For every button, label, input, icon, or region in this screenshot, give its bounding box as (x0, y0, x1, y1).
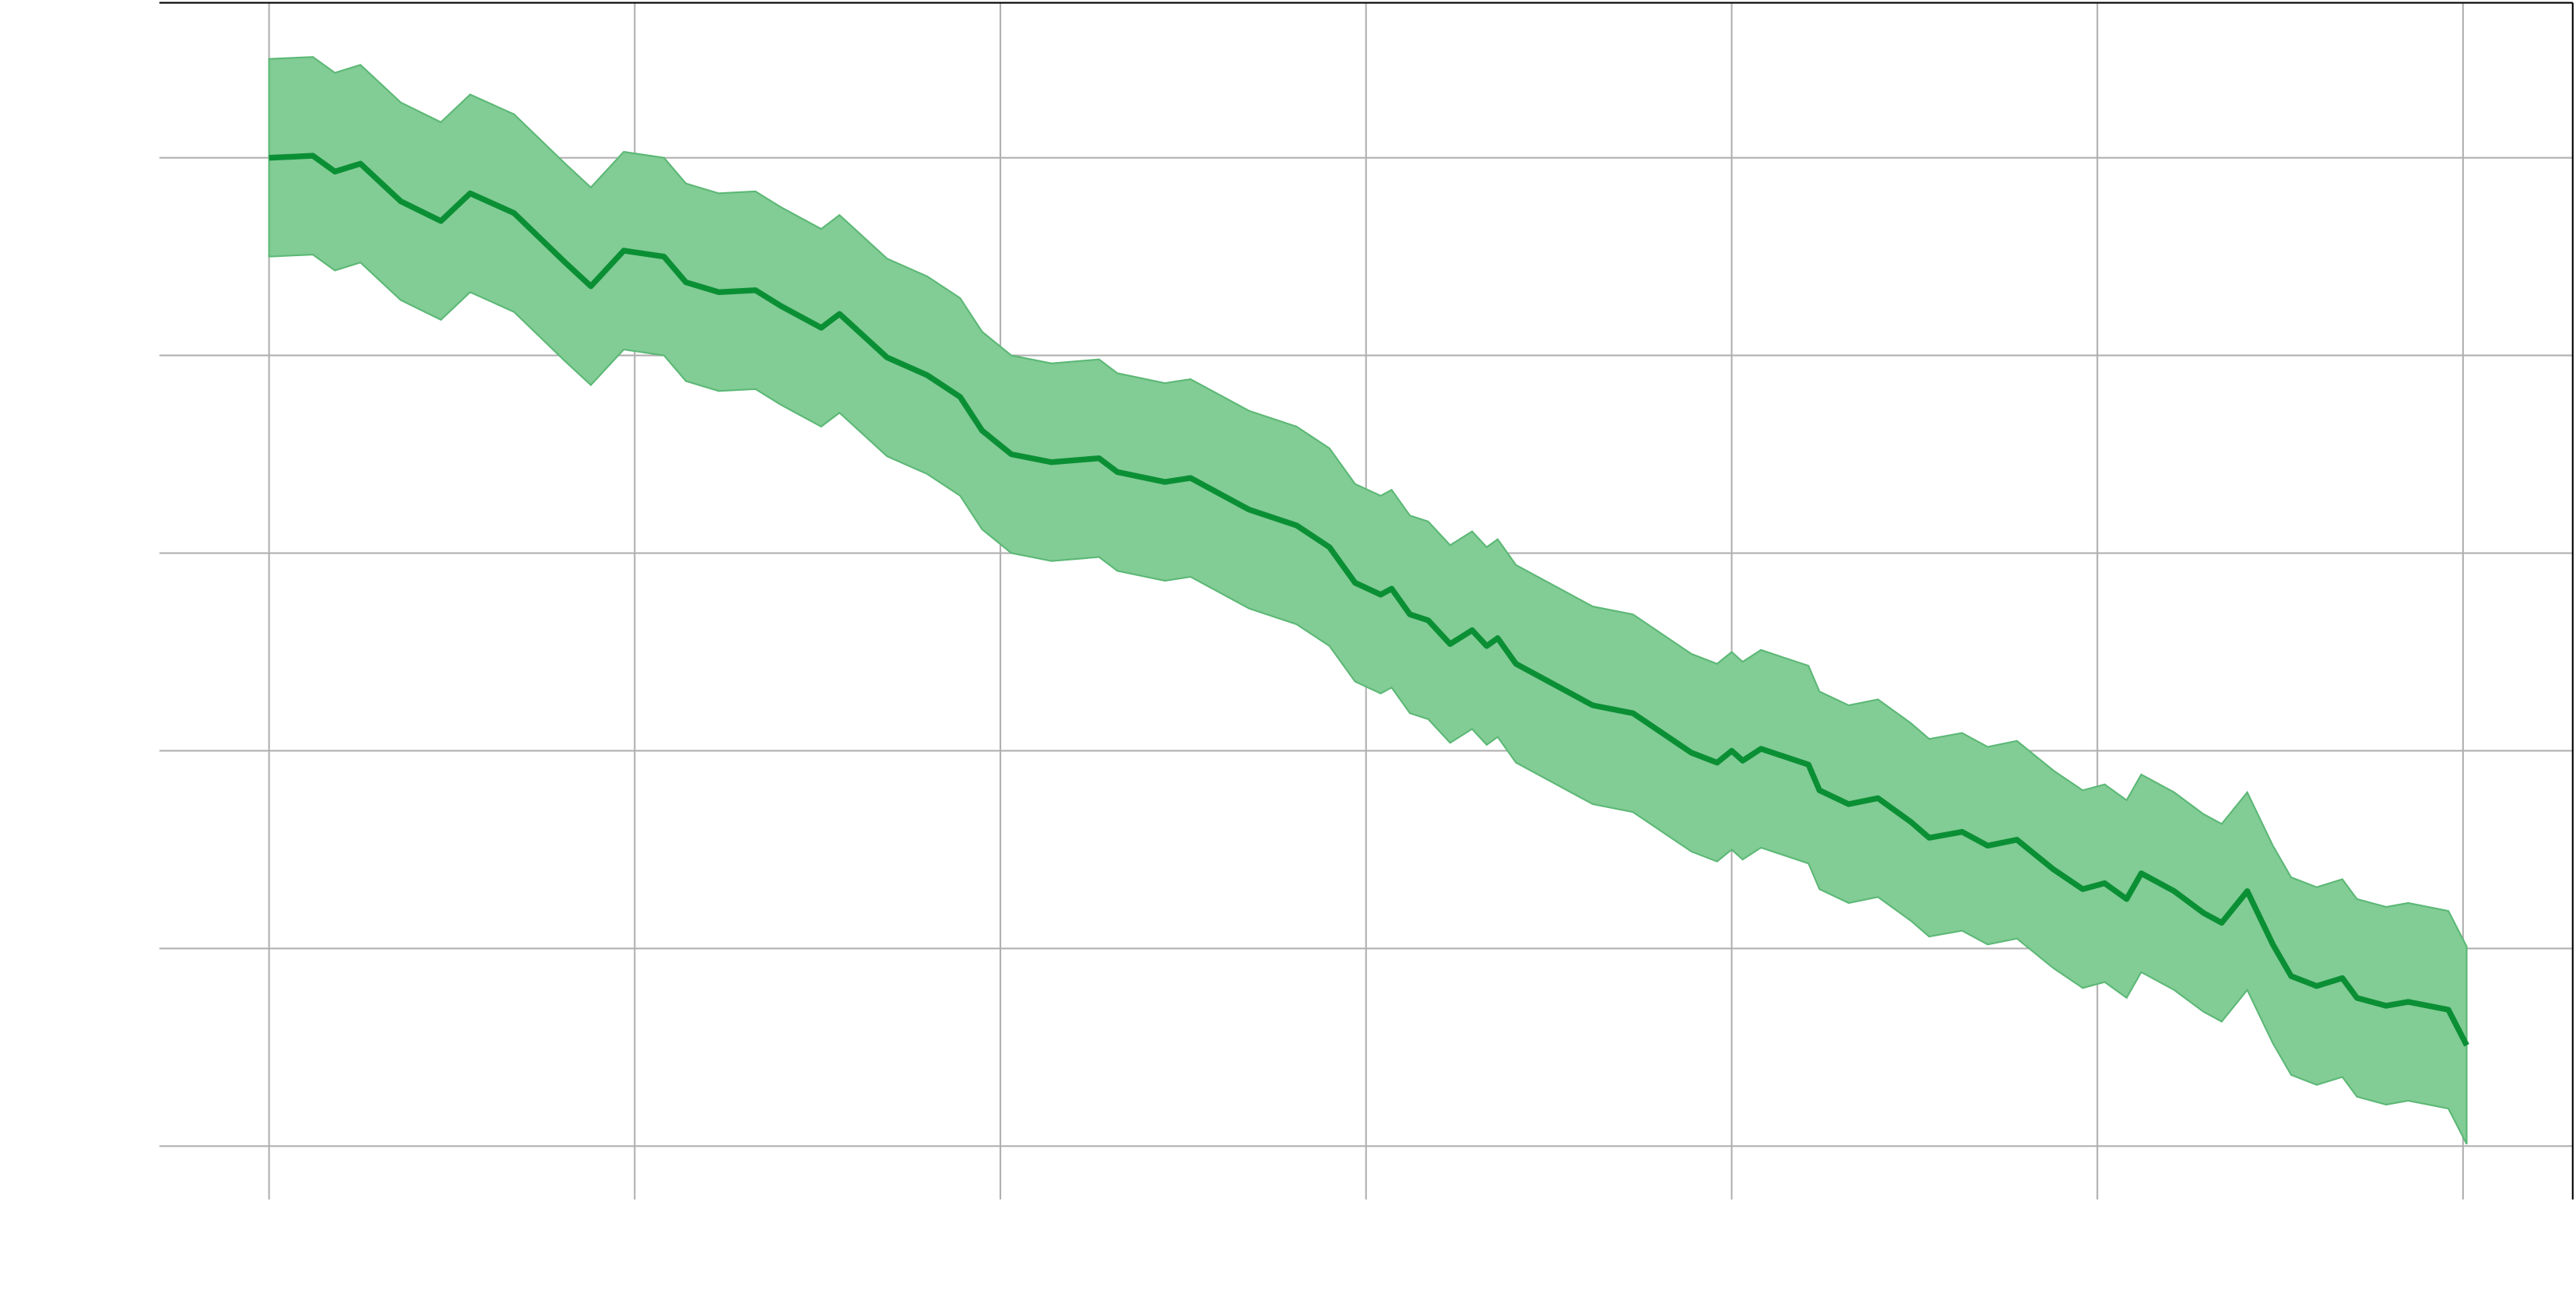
line (269, 153, 2469, 1047)
confidence-band (268, 56, 2468, 1145)
plot-area (268, 56, 2469, 1145)
